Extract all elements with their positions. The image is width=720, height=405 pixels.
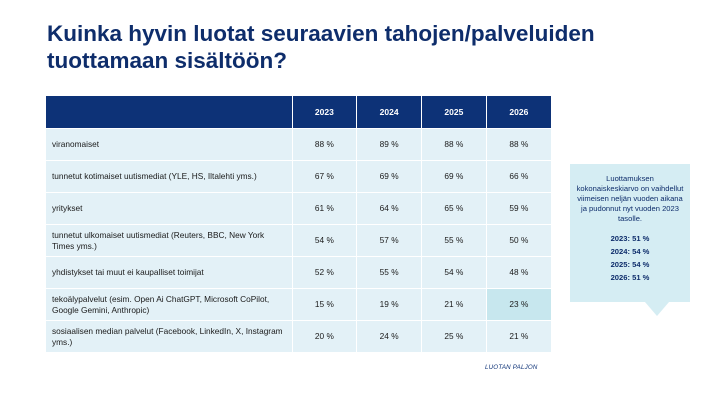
- cell-value: 19 %: [356, 288, 422, 321]
- callout-value-2026: 2026: 51 %: [610, 273, 650, 282]
- cell-value-highlighted: 23 %: [486, 288, 551, 321]
- row-label: tekoälypalvelut (esim. Open Ai ChatGPT, …: [46, 288, 293, 321]
- cell-value: 52 %: [292, 256, 358, 289]
- callout-values: 2023: 51 % 2024: 54 % 2025: 54 % 2026: 5…: [576, 232, 684, 284]
- cell-value: 69 %: [356, 160, 422, 193]
- table-row: sosiaalisen median palvelut (Facebook, L…: [46, 320, 551, 352]
- header-year-2024: 2024: [356, 96, 422, 129]
- row-label: viranomaiset: [46, 128, 293, 161]
- cell-value: 67 %: [292, 160, 358, 193]
- cell-value: 21 %: [421, 288, 487, 321]
- page-title: Kuinka hyvin luotat seuraavien tahojen/p…: [47, 21, 595, 73]
- table-row: tekoälypalvelut (esim. Open Ai ChatGPT, …: [46, 288, 551, 321]
- callout-value-2024: 2024: 54 %: [610, 247, 650, 256]
- cell-value: 88 %: [292, 128, 358, 161]
- cell-value: 88 %: [421, 128, 487, 161]
- table-header-row: 2023 2024 2025 2026: [46, 96, 551, 129]
- cell-value: 15 %: [292, 288, 358, 321]
- footnote-label: LUOTAN PALJON: [485, 364, 538, 371]
- callout-text: Luottamuksen kokonaiskeskiarvo on vaihde…: [576, 174, 684, 223]
- callout-box: Luottamuksen kokonaiskeskiarvo on vaihde…: [570, 164, 690, 302]
- cell-value: 61 %: [292, 192, 358, 225]
- cell-value: 88 %: [486, 128, 551, 161]
- header-year-2026: 2026: [486, 96, 551, 129]
- table-row: yhdistykset tai muut ei kaupalliset toim…: [46, 256, 551, 289]
- header-label-cell: [46, 96, 293, 129]
- row-label: tunnetut kotimaiset uutismediat (YLE, HS…: [46, 160, 293, 193]
- cell-value: 59 %: [486, 192, 551, 225]
- cell-value: 69 %: [421, 160, 487, 193]
- cell-value: 65 %: [421, 192, 487, 225]
- cell-value: 89 %: [356, 128, 422, 161]
- table-row: tunnetut ulkomaiset uutismediat (Reuters…: [46, 224, 551, 257]
- cell-value: 55 %: [356, 256, 422, 289]
- header-year-2025: 2025: [421, 96, 487, 129]
- header-year-2023: 2023: [292, 96, 358, 129]
- cell-value: 54 %: [421, 256, 487, 289]
- callout-value-2025: 2025: 54 %: [610, 260, 650, 269]
- cell-value: 64 %: [356, 192, 422, 225]
- table-row: yritykset 61 % 64 % 65 % 59 %: [46, 192, 551, 225]
- callout-pointer: [645, 302, 669, 316]
- cell-value: 25 %: [421, 320, 487, 352]
- cell-value: 20 %: [292, 320, 358, 352]
- table-row: viranomaiset 88 % 89 % 88 % 88 %: [46, 128, 551, 161]
- cell-value: 54 %: [292, 224, 358, 257]
- cell-value: 50 %: [486, 224, 551, 257]
- cell-value: 24 %: [356, 320, 422, 352]
- row-label: tunnetut ulkomaiset uutismediat (Reuters…: [46, 224, 293, 257]
- cell-value: 48 %: [486, 256, 551, 289]
- cell-value: 57 %: [356, 224, 422, 257]
- row-label: sosiaalisen median palvelut (Facebook, L…: [46, 320, 293, 352]
- cell-value: 55 %: [421, 224, 487, 257]
- cell-value: 66 %: [486, 160, 551, 193]
- cell-value: 21 %: [486, 320, 551, 352]
- row-label: yhdistykset tai muut ei kaupalliset toim…: [46, 256, 293, 289]
- row-label: yritykset: [46, 192, 293, 225]
- callout-value-2023: 2023: 51 %: [610, 234, 650, 243]
- trust-table: 2023 2024 2025 2026 viranomaiset 88 % 89…: [46, 96, 551, 352]
- table-row: tunnetut kotimaiset uutismediat (YLE, HS…: [46, 160, 551, 193]
